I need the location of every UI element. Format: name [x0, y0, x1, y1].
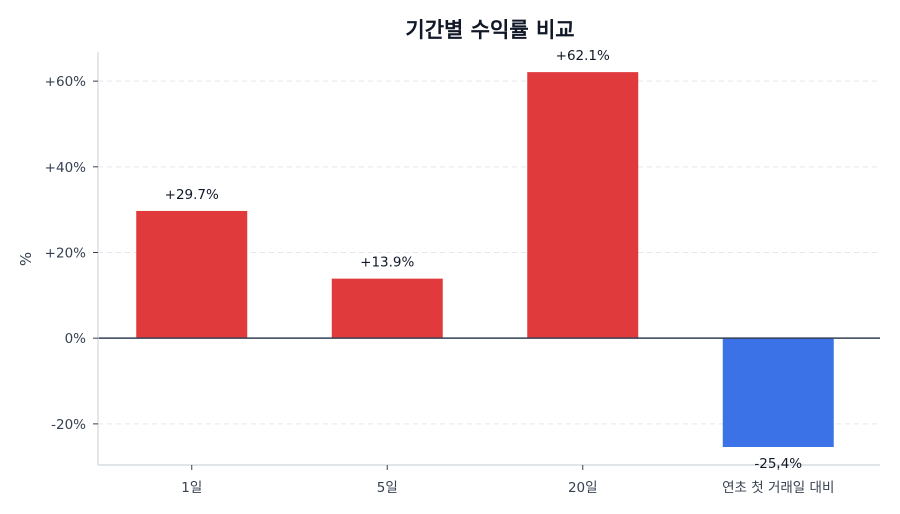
- bar: [136, 210, 248, 339]
- bar-value-label: +62.1%: [556, 48, 610, 64]
- bar-value-label: -25.4%: [754, 456, 802, 472]
- y-axis-ticks: -20% 0% +20% +40% +60%: [45, 74, 98, 433]
- y-tick-label: 0%: [65, 331, 87, 347]
- y-tick-label: +40%: [45, 160, 86, 176]
- bars: [136, 72, 834, 448]
- chart-title: 기간별 수익률 비교: [405, 18, 574, 42]
- x-tick-label: 5일: [377, 480, 398, 496]
- y-tick-label: -20%: [51, 417, 86, 433]
- x-axis-ticks: 1일 5일 20일 연초 첫 거래일 대비: [181, 465, 834, 496]
- x-tick-label: 20일: [568, 480, 598, 496]
- bar: [527, 72, 639, 339]
- y-tick-label: +60%: [45, 74, 86, 90]
- bar-value-label: +13.9%: [360, 255, 414, 271]
- y-tick-label: +20%: [45, 246, 86, 262]
- bar: [331, 278, 443, 339]
- bar-value-label: +29.7%: [165, 187, 219, 203]
- bar: [722, 338, 834, 448]
- x-tick-label: 연초 첫 거래일 대비: [722, 480, 834, 496]
- bar-value-labels: +29.7% +13.9% +62.1% -25.4%: [165, 48, 803, 472]
- x-tick-label: 1일: [181, 480, 202, 496]
- y-axis-label: %: [17, 252, 35, 266]
